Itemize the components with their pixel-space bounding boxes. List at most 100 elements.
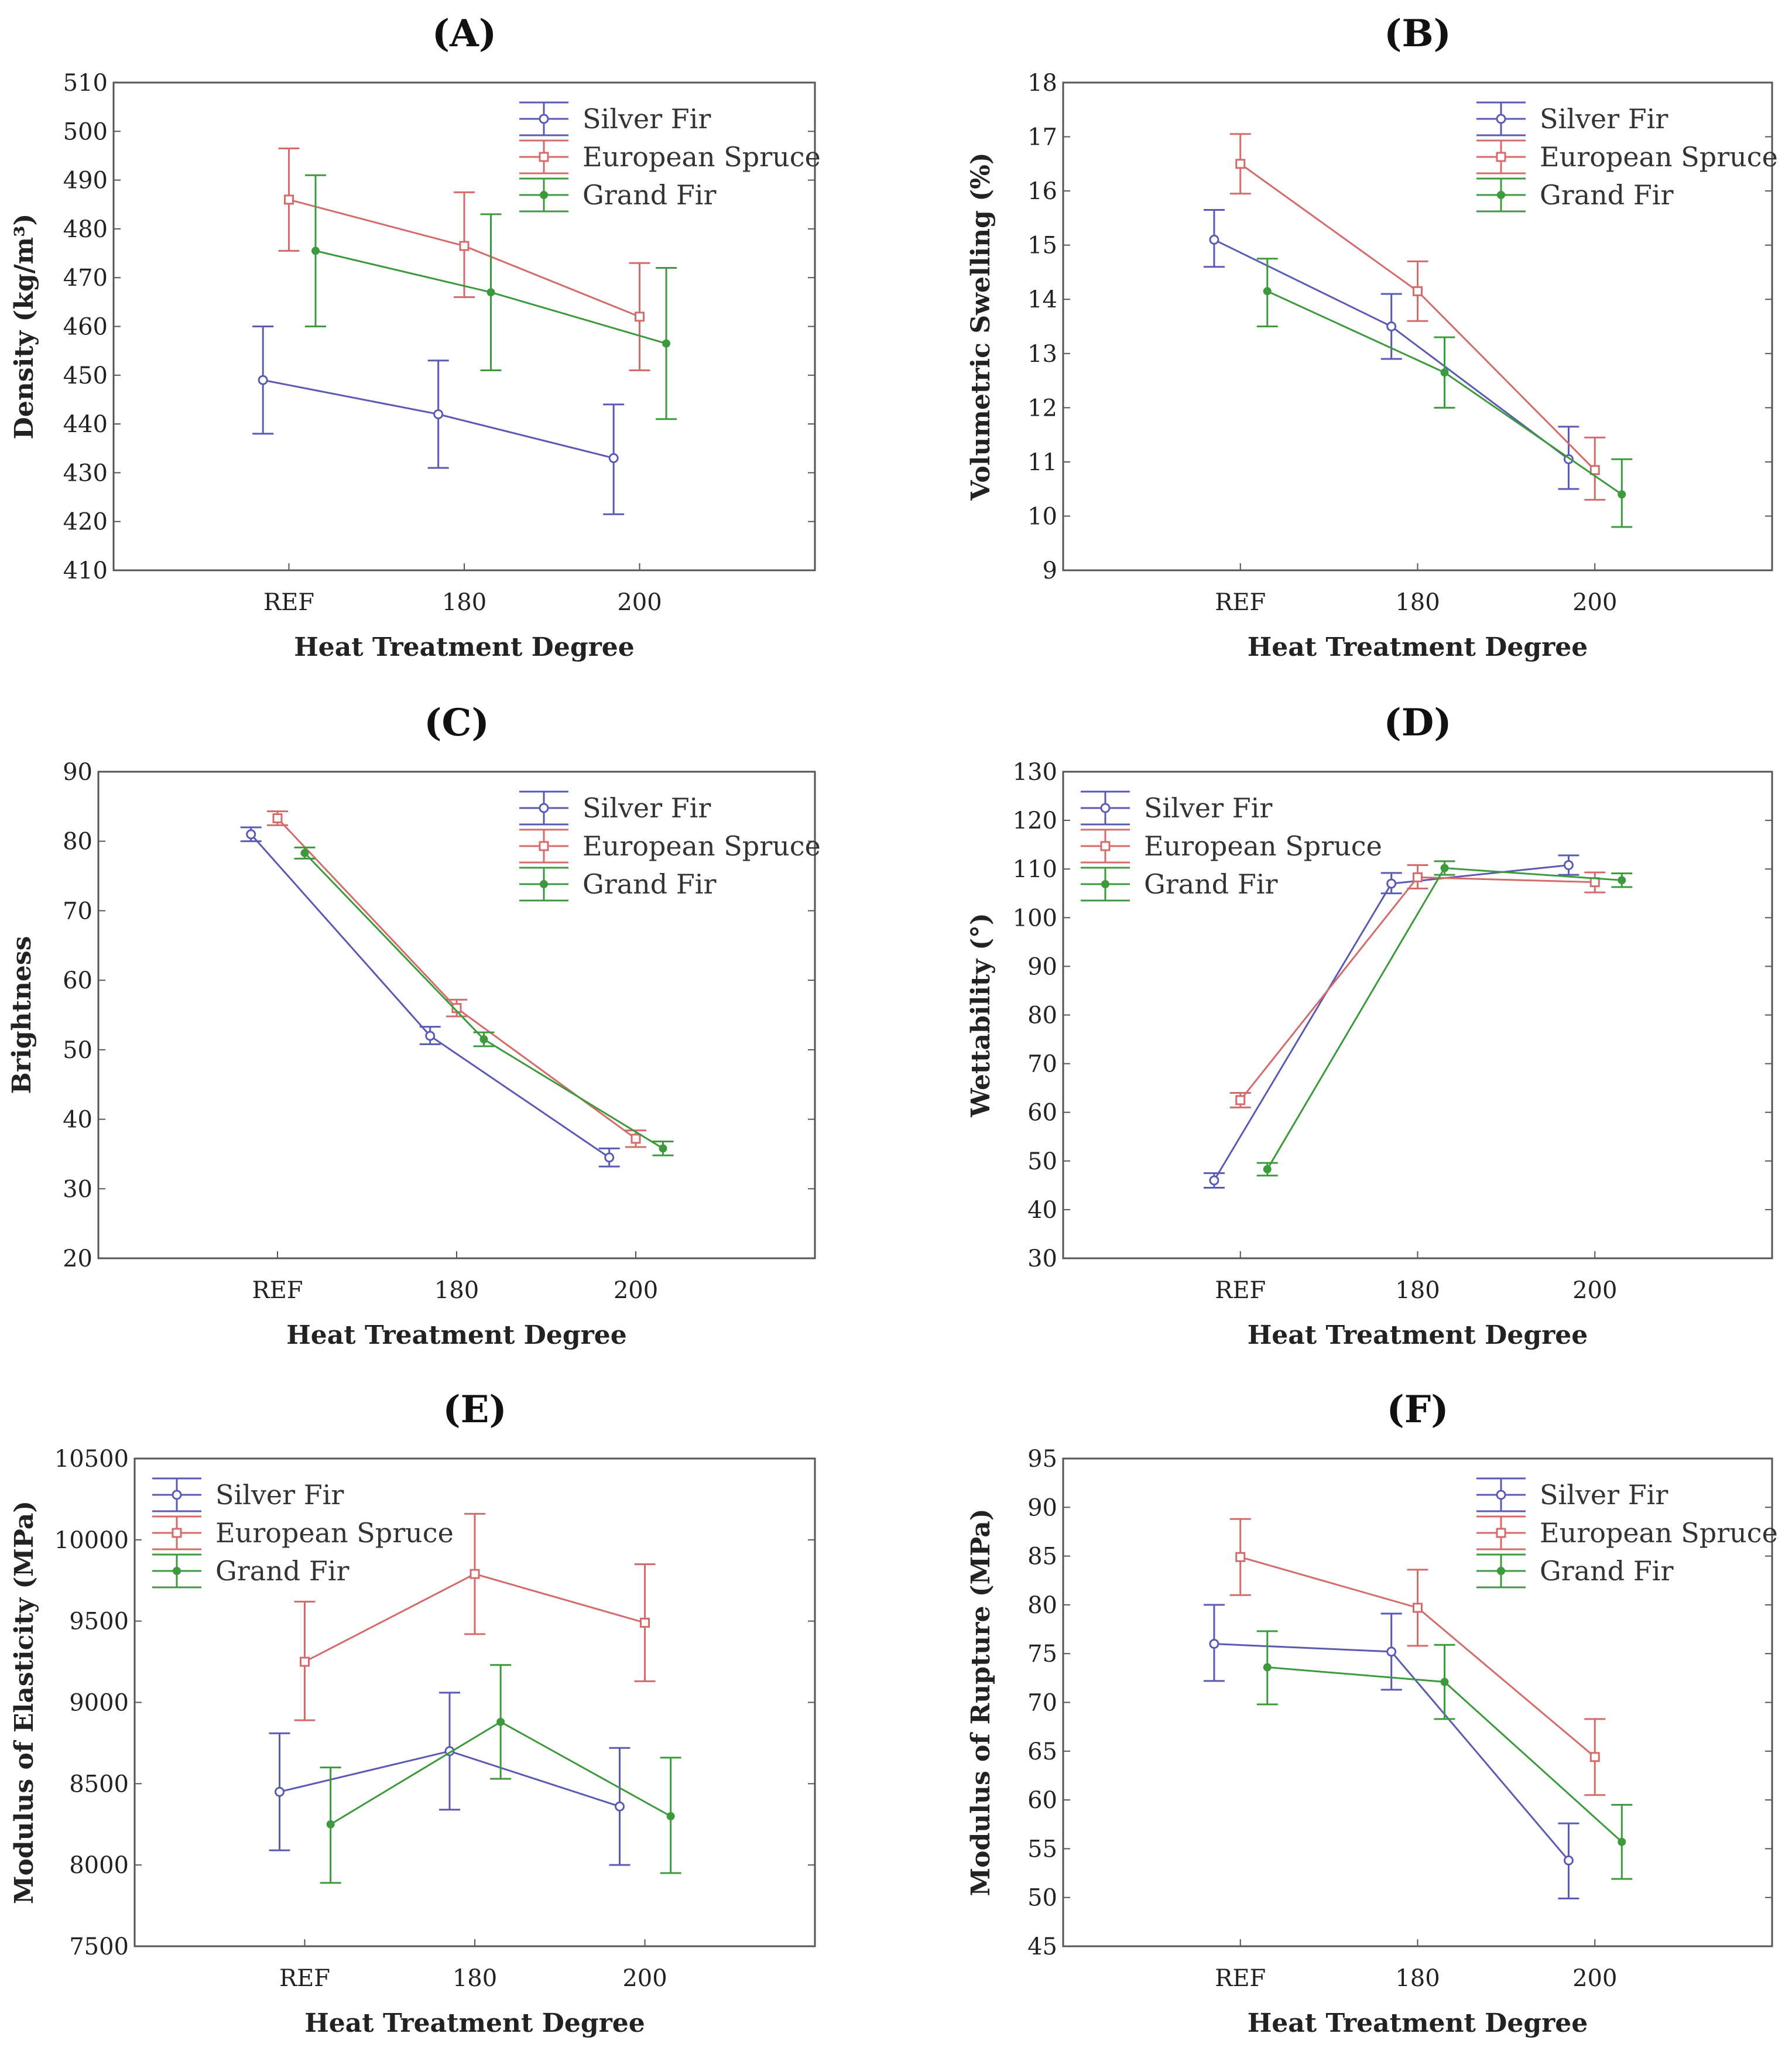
x-tick-label: REF bbox=[1215, 1965, 1266, 1992]
series-line bbox=[1213, 864, 1569, 1181]
legend-label: Grand Fir bbox=[1540, 1555, 1673, 1587]
data-point bbox=[425, 1031, 436, 1041]
series-grand-fir bbox=[1256, 860, 1633, 1177]
panel-d: (D) 30 40 50 60 70 80 90 100 110 120 130 REF 180 200 He… bbox=[966, 701, 1773, 1350]
y-tick-label: 470 bbox=[63, 265, 108, 292]
x-tick-label: 200 bbox=[1572, 1277, 1617, 1304]
y-tick-label: 9500 bbox=[69, 1608, 129, 1635]
data-point bbox=[1563, 860, 1574, 871]
y-tick-label: 100 bbox=[1013, 905, 1057, 932]
y-tick-label: 95 bbox=[1027, 1446, 1057, 1473]
y-tick-label: 20 bbox=[63, 1245, 92, 1272]
y-tick-label: 80 bbox=[1027, 1002, 1057, 1029]
panel-a: (A) 410 420 430 440 450 460 470 480 490 500 510 REF 1… bbox=[9, 12, 821, 662]
data-point bbox=[311, 247, 320, 255]
y-tick-label: 18 bbox=[1027, 70, 1057, 97]
x-tick-label: 180 bbox=[442, 589, 486, 616]
x-tick-label: 200 bbox=[617, 589, 662, 616]
legend: Silver Fir European Spruce Grand Fir bbox=[152, 1477, 454, 1589]
data-point bbox=[1413, 1603, 1423, 1613]
y-axis-label: Modulus of Rupture (MPa) bbox=[966, 1508, 996, 1896]
y-tick-label: 90 bbox=[1027, 1494, 1057, 1521]
legend-marker bbox=[1101, 880, 1109, 888]
data-point bbox=[1589, 465, 1600, 475]
x-tick-label: 180 bbox=[453, 1965, 497, 1992]
y-tick-label: 440 bbox=[63, 411, 108, 438]
data-point bbox=[300, 1656, 310, 1667]
legend: Silver Fir European Spruce Grand Fir bbox=[1476, 1477, 1778, 1589]
series-european-spruce bbox=[1229, 864, 1606, 1108]
series-european-spruce bbox=[294, 1512, 656, 1721]
x-axis-label: Heat Treatment Degree bbox=[1248, 1320, 1588, 1350]
legend: Silver Fir European Spruce Grand Fir bbox=[519, 790, 821, 902]
legend-marker bbox=[172, 1528, 182, 1538]
legend-label: European Spruce bbox=[583, 830, 821, 862]
data-point bbox=[631, 1134, 641, 1144]
y-tick-label: 40 bbox=[1027, 1197, 1057, 1224]
x-tick-label: 200 bbox=[622, 1965, 667, 1992]
x-axis-label: Heat Treatment Degree bbox=[1248, 632, 1588, 662]
series-silver-fir bbox=[252, 326, 625, 515]
series-european-spruce bbox=[1229, 133, 1606, 501]
y-tick-label: 30 bbox=[63, 1176, 92, 1203]
y-tick-label: 70 bbox=[1027, 1690, 1057, 1717]
legend-label: Silver Fir bbox=[1540, 1479, 1668, 1511]
data-point bbox=[300, 848, 309, 857]
data-point bbox=[1209, 1175, 1219, 1186]
legend-marker bbox=[540, 191, 548, 199]
y-tick-label: 75 bbox=[1027, 1641, 1057, 1668]
y-tick-label: 9 bbox=[1043, 557, 1057, 584]
data-point bbox=[615, 1801, 625, 1812]
legend-label: Silver Fir bbox=[583, 103, 711, 135]
data-point bbox=[470, 1569, 480, 1579]
x-tick-label: 180 bbox=[434, 1277, 479, 1304]
series-silver-fir bbox=[240, 826, 620, 1168]
y-tick-label: 70 bbox=[63, 898, 92, 925]
data-point bbox=[1440, 864, 1449, 872]
legend-label: Silver Fir bbox=[215, 1479, 344, 1511]
y-tick-label: 120 bbox=[1013, 807, 1057, 834]
y-tick-label: 60 bbox=[1027, 1787, 1057, 1814]
data-point bbox=[1440, 1678, 1449, 1686]
panel-c: (C) 20 30 40 50 60 70 80 90 REF 180 200 Heat Treatme… bbox=[7, 701, 821, 1350]
y-tick-label: 490 bbox=[63, 167, 108, 194]
y-axis-label: Wettability (°) bbox=[966, 913, 996, 1118]
y-tick-label: 130 bbox=[1013, 759, 1057, 786]
x-tick-label: REF bbox=[279, 1965, 330, 1992]
panel-title: (F) bbox=[1387, 1388, 1449, 1432]
legend-marker bbox=[172, 1490, 182, 1500]
y-tick-label: 55 bbox=[1027, 1836, 1057, 1863]
legend-label: European Spruce bbox=[583, 141, 821, 173]
data-point bbox=[659, 1144, 667, 1153]
data-point bbox=[326, 1820, 335, 1829]
y-tick-label: 90 bbox=[63, 759, 92, 786]
series-line bbox=[276, 817, 636, 1140]
data-point bbox=[1413, 872, 1423, 882]
y-tick-label: 50 bbox=[1027, 1885, 1057, 1912]
data-point bbox=[1235, 1552, 1246, 1562]
y-tick-label: 13 bbox=[1027, 341, 1057, 368]
y-axis-label: Density (kg/m³) bbox=[9, 214, 39, 440]
data-point bbox=[496, 1717, 505, 1726]
data-point bbox=[1386, 1646, 1397, 1657]
y-tick-label: 80 bbox=[1027, 1592, 1057, 1619]
data-point bbox=[272, 813, 283, 824]
y-tick-label: 500 bbox=[63, 118, 108, 145]
panel-title: (A) bbox=[432, 12, 496, 56]
y-tick-label: 50 bbox=[1027, 1148, 1057, 1175]
y-tick-label: 11 bbox=[1027, 449, 1057, 476]
panel-b: (B) 9 10 11 12 13 14 15 16 17 18 REF 180 200 Heat Trea… bbox=[966, 12, 1778, 662]
x-axis-label: Heat Treatment Degree bbox=[304, 2008, 645, 2038]
data-point bbox=[666, 1812, 675, 1820]
legend-marker bbox=[1496, 152, 1506, 162]
y-tick-label: 12 bbox=[1027, 395, 1057, 422]
x-tick-label: 200 bbox=[1572, 1965, 1617, 1992]
y-tick-label: 16 bbox=[1027, 178, 1057, 205]
data-point bbox=[1386, 321, 1397, 331]
x-axis-label: Heat Treatment Degree bbox=[294, 632, 635, 662]
data-point bbox=[640, 1617, 650, 1628]
data-point bbox=[258, 375, 268, 385]
panel-title: (D) bbox=[1383, 701, 1451, 745]
series-european-spruce bbox=[278, 147, 650, 371]
x-tick-label: 180 bbox=[1395, 1277, 1440, 1304]
